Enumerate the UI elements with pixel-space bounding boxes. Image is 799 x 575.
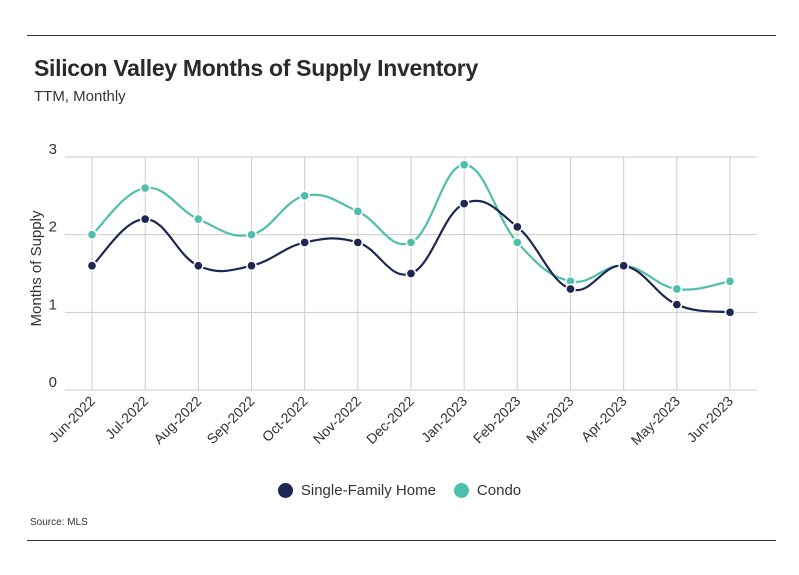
data-point-single-family <box>565 283 576 295</box>
data-point-condo <box>671 283 683 295</box>
data-point-condo <box>86 229 98 241</box>
x-tick-label: Sep-2022 <box>203 393 257 447</box>
data-point-single-family <box>352 237 364 248</box>
legend-item-single-family[interactable]: Single-Family Home <box>277 482 436 499</box>
data-point-single-family <box>618 260 630 272</box>
data-point-single-family <box>458 198 470 209</box>
data-point-single-family <box>671 299 683 310</box>
data-point-condo <box>511 237 523 248</box>
y-axis-label: Months of Supply <box>28 210 45 326</box>
legend-item-condo[interactable]: Condo <box>453 482 522 499</box>
legend: Single-Family Home Condo <box>0 482 799 499</box>
y-tick-label: 0 <box>49 374 57 391</box>
data-point-single-family <box>192 260 204 272</box>
x-tick-label: Apr-2023 <box>578 393 630 445</box>
top-rule <box>27 35 776 36</box>
data-point-single-family <box>246 260 257 272</box>
data-point-condo <box>139 182 151 194</box>
legend-swatch-condo <box>453 483 469 498</box>
x-tick-label: Jan-2023 <box>418 393 471 446</box>
data-point-single-family <box>86 260 98 272</box>
data-point-single-family <box>405 268 417 279</box>
data-point-condo <box>192 213 204 225</box>
x-tick-label: May-2023 <box>628 393 683 448</box>
legend-swatch-single-family <box>277 483 293 498</box>
data-point-single-family <box>299 237 311 248</box>
x-tick-label: Oct-2022 <box>259 393 311 445</box>
chart-subtitle: TTM, Monthly <box>34 88 126 105</box>
legend-label-single-family: Single-Family Home <box>300 482 436 499</box>
x-tick-label: Dec-2022 <box>363 393 417 447</box>
data-point-single-family <box>139 213 151 225</box>
legend-label-condo: Condo <box>476 482 522 499</box>
data-point-condo <box>405 237 417 248</box>
data-point-single-family <box>511 221 523 233</box>
y-tick-label: 3 <box>49 141 57 158</box>
x-tick-label: Jun-2022 <box>46 393 99 446</box>
data-point-condo <box>352 206 364 217</box>
y-tick-label: 2 <box>49 219 57 236</box>
data-point-condo <box>299 190 311 202</box>
x-tick-label: Jul-2022 <box>102 393 151 442</box>
data-point-condo <box>246 229 257 241</box>
data-point-condo <box>724 275 736 287</box>
x-tick-label: Aug-2022 <box>150 393 204 447</box>
x-tick-label: Nov-2022 <box>310 393 364 447</box>
source-note: Source: MLS <box>30 517 88 528</box>
data-point-condo <box>458 159 470 171</box>
bottom-rule <box>27 540 776 541</box>
chart-title: Silicon Valley Months of Supply Inventor… <box>34 55 478 81</box>
x-tick-label: Mar-2023 <box>523 393 577 447</box>
x-tick-label: Feb-2023 <box>470 393 524 447</box>
data-point-single-family <box>724 306 736 318</box>
x-tick-label: Jun-2023 <box>684 393 737 446</box>
y-tick-label: 1 <box>49 296 57 313</box>
